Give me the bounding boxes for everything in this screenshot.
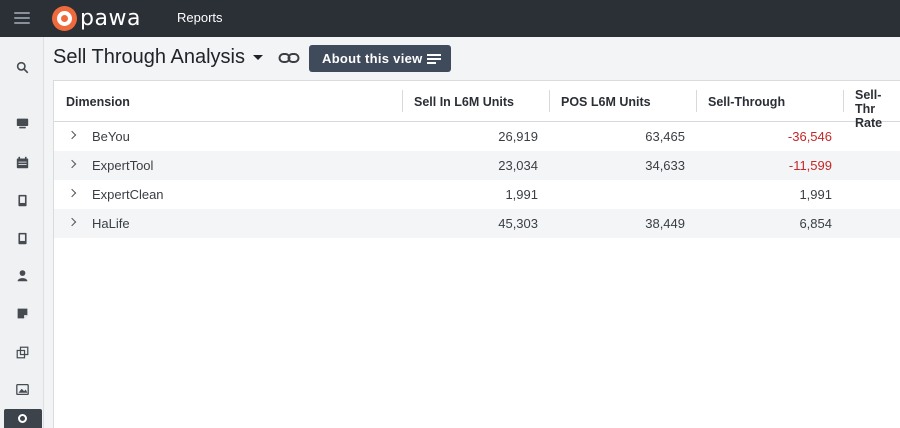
column-divider[interactable] <box>843 90 844 112</box>
cell-sell-in: 45,303 <box>498 216 538 231</box>
user-icon[interactable] <box>0 262 44 288</box>
data-table: Dimension Sell In L6M Units POS L6M Unit… <box>53 80 900 428</box>
cell-sell-in: 1,991 <box>505 187 538 202</box>
tablet-alt-icon[interactable] <box>0 225 44 251</box>
table-row[interactable]: HaLife 45,303 38,449 6,854 <box>54 209 900 238</box>
column-header-dimension[interactable]: Dimension <box>66 94 130 109</box>
column-header-sell-in[interactable]: Sell In L6M Units <box>414 94 515 109</box>
logo-mark <box>52 5 77 31</box>
logo-text: pawa <box>80 5 141 31</box>
chevron-right-icon[interactable] <box>67 188 77 198</box>
header-line-1: Sell-Thr <box>855 88 882 116</box>
cell-sell-through: -11,599 <box>788 158 832 173</box>
table-row[interactable]: BeYou 26,919 63,465 -36,546 <box>54 122 900 151</box>
header-line-2: Rate <box>855 116 883 130</box>
cell-pos: 38,449 <box>645 216 685 231</box>
cell-sell-in: 23,034 <box>498 158 538 173</box>
cell-dimension: BeYou <box>92 129 130 144</box>
page-title: Sell Through Analysis <box>53 46 245 68</box>
chevron-right-icon[interactable] <box>67 159 77 169</box>
about-this-view-label: About this view <box>322 51 423 66</box>
left-sidebar <box>0 37 44 428</box>
copy-icon[interactable] <box>0 339 44 365</box>
chevron-right-icon[interactable] <box>67 217 77 227</box>
cell-sell-through: 6,854 <box>799 216 832 231</box>
caret-down-icon <box>252 55 263 60</box>
cell-dimension: ExpertClean <box>92 187 164 202</box>
column-divider[interactable] <box>549 90 550 112</box>
about-this-view-button[interactable]: About this view <box>309 45 451 72</box>
link-icon[interactable] <box>278 49 300 67</box>
nav-reports[interactable]: Reports <box>177 10 223 25</box>
calendar-icon[interactable] <box>0 149 44 175</box>
chevron-right-icon[interactable] <box>67 130 77 140</box>
tablet-icon[interactable] <box>0 187 44 213</box>
table-header: Dimension Sell In L6M Units POS L6M Unit… <box>54 81 900 130</box>
cell-pos: 63,465 <box>645 129 685 144</box>
top-bar: pawa Reports <box>0 0 900 37</box>
monitor-icon[interactable] <box>0 110 44 136</box>
search-icon[interactable] <box>0 54 44 80</box>
cell-pos: 34,633 <box>645 158 685 173</box>
cell-sell-through: -36,546 <box>787 129 832 144</box>
column-divider[interactable] <box>402 90 403 112</box>
cell-sell-through: 1,991 <box>799 187 832 202</box>
column-header-pos[interactable]: POS L6M Units <box>561 94 651 109</box>
table-row[interactable]: ExpertClean 1,991 1,991 <box>54 180 900 209</box>
column-divider[interactable] <box>696 90 697 112</box>
cell-dimension: ExpertTool <box>92 158 154 173</box>
image-icon[interactable] <box>0 376 44 402</box>
list-icon <box>427 54 441 64</box>
column-header-sell-through-rate[interactable]: Sell-Thr Rate <box>843 81 900 130</box>
cell-sell-in: 26,919 <box>498 129 538 144</box>
view-title-dropdown[interactable]: Sell Through Analysis <box>53 46 263 69</box>
menu-icon[interactable] <box>14 12 30 24</box>
help-icon[interactable] <box>4 409 42 428</box>
column-header-sell-through[interactable]: Sell-Through <box>708 94 786 109</box>
table-row[interactable]: ExpertTool 23,034 34,633 -11,599 <box>54 151 900 180</box>
cell-dimension: HaLife <box>92 216 130 231</box>
note-icon[interactable] <box>0 300 44 326</box>
brand-logo[interactable]: pawa <box>52 5 141 31</box>
